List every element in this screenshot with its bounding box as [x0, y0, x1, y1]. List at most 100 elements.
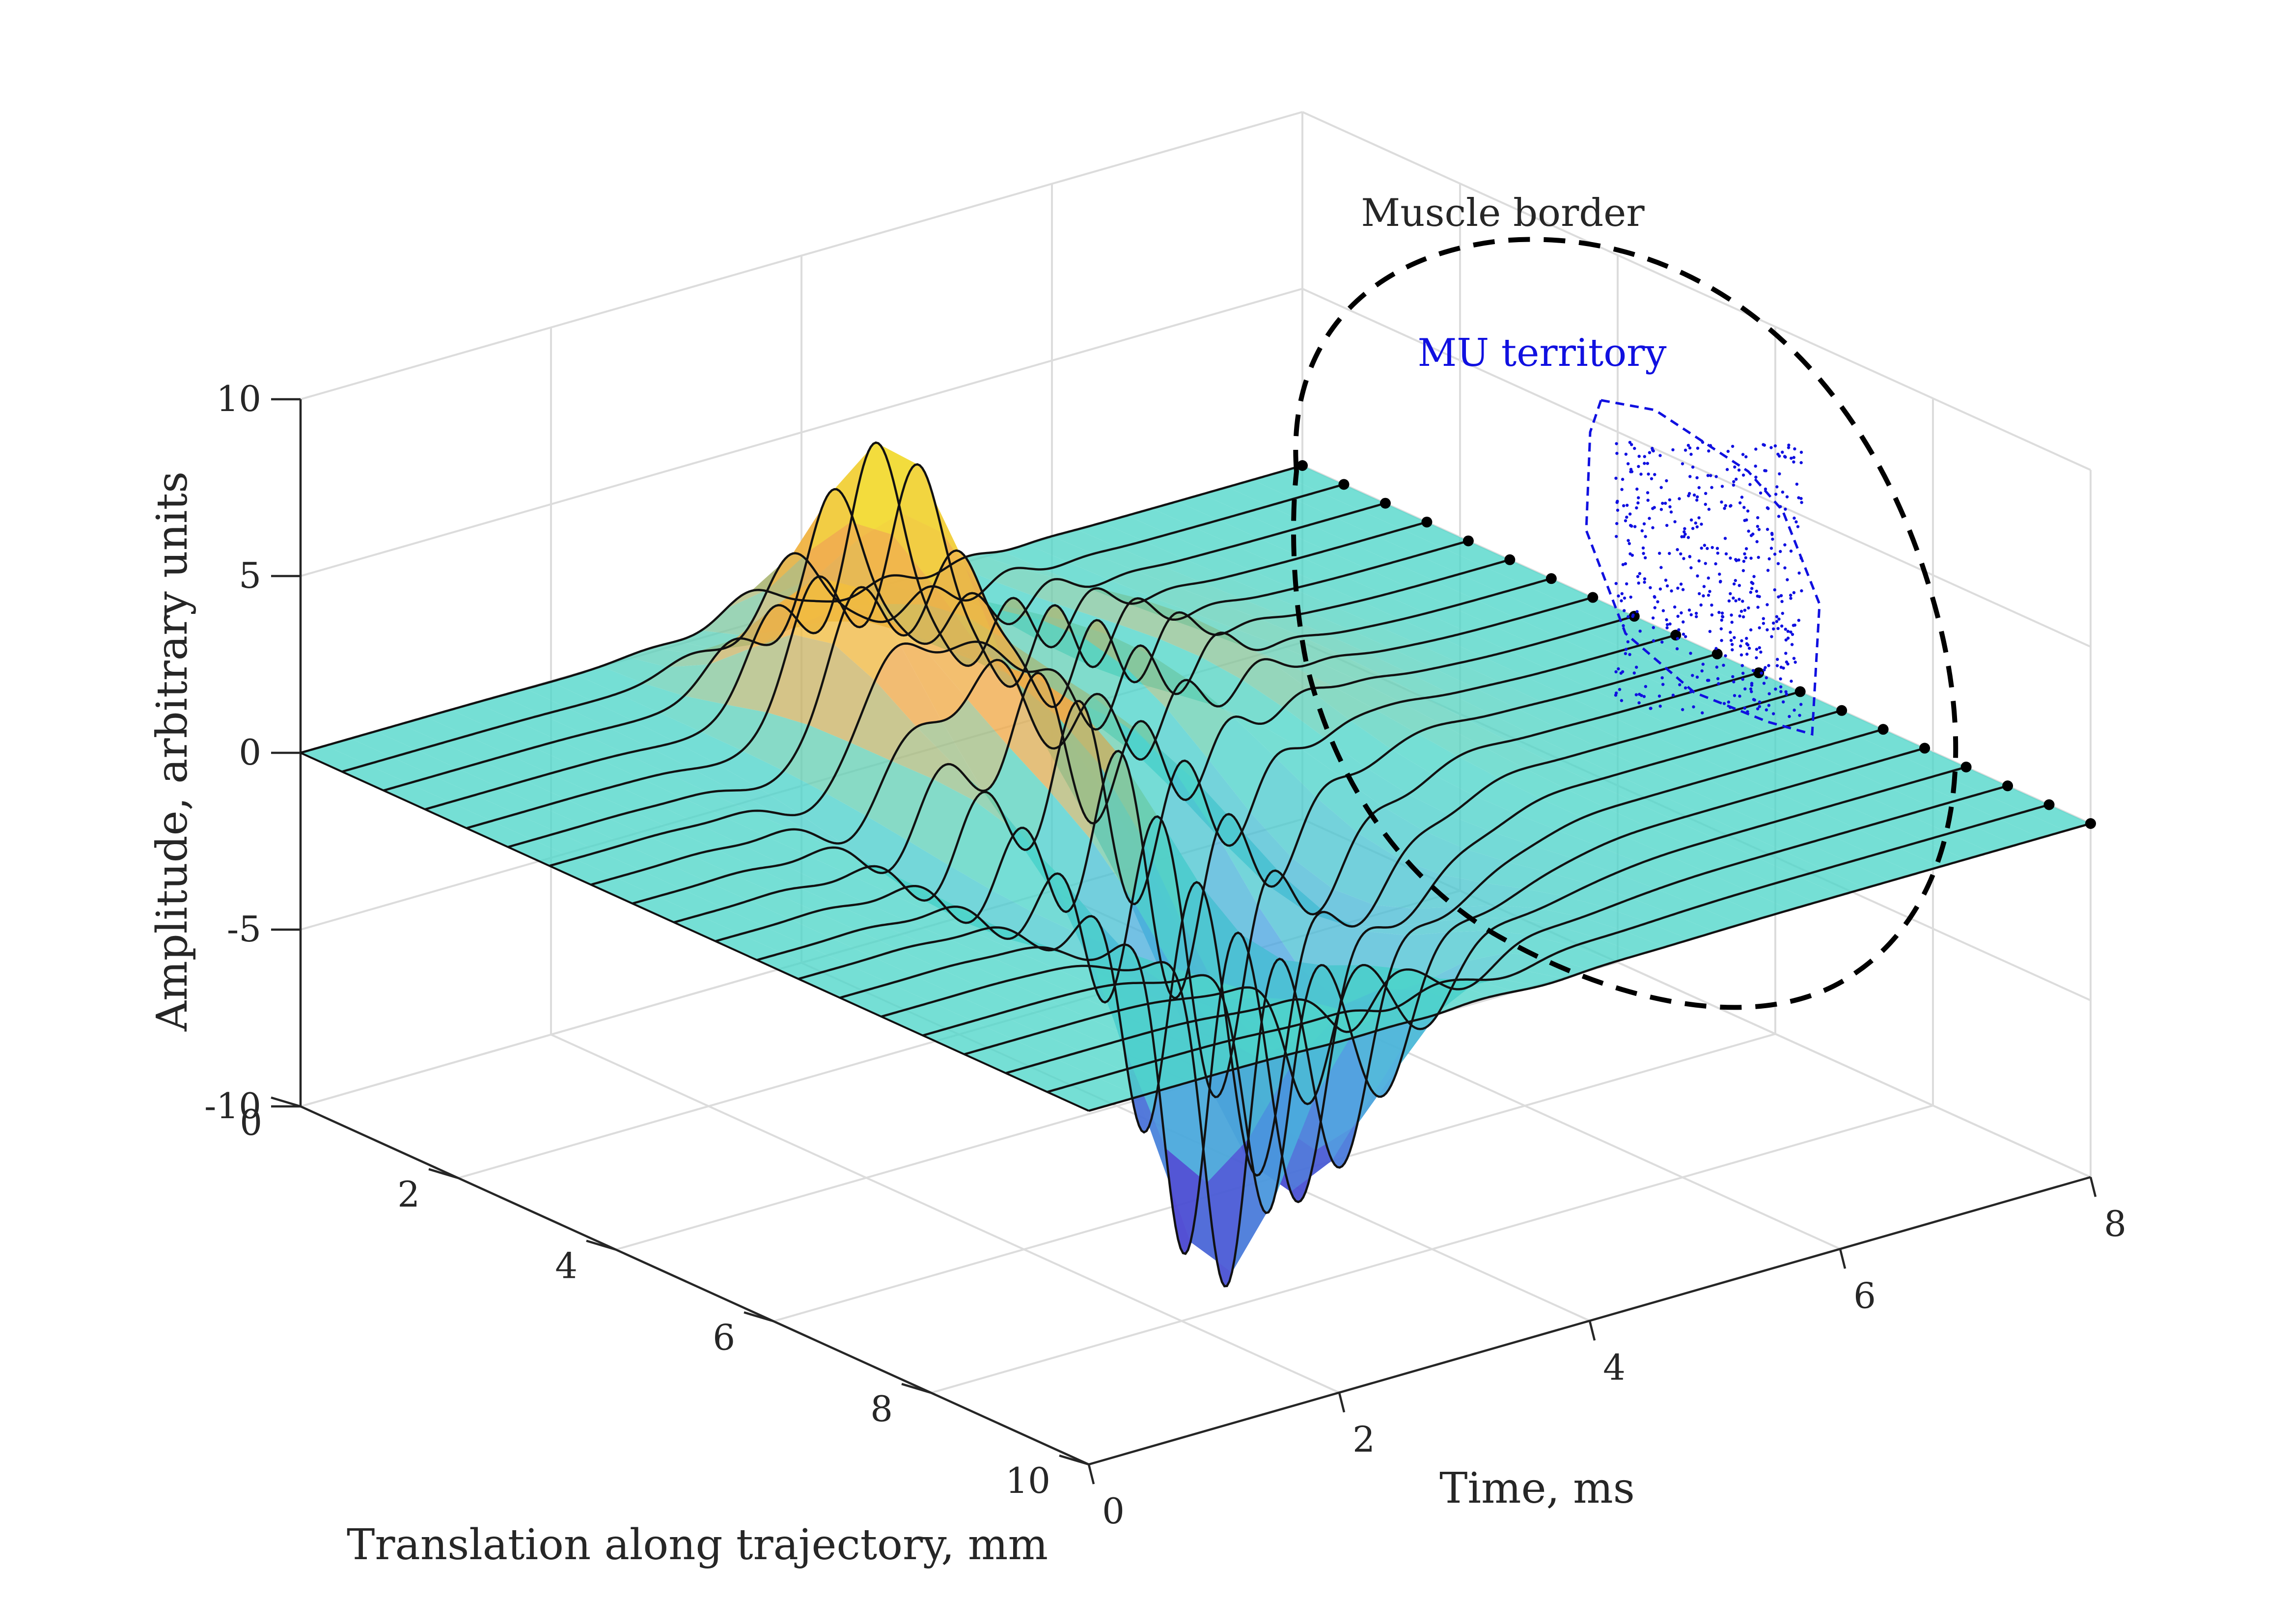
surface-patch [1443, 541, 1510, 567]
mu-fiber-dot [1779, 550, 1782, 553]
mu-fiber-dot [1637, 581, 1640, 585]
mu-fiber-dot [1793, 623, 1796, 627]
mu-fiber-dot [1615, 452, 1619, 455]
mu-fiber-dot [1729, 504, 1733, 507]
surface-patch [1501, 585, 1568, 612]
surface-patch [1109, 570, 1177, 597]
surface-patch [1650, 727, 1717, 754]
surface-patch [1582, 908, 1649, 931]
surface-patch [1043, 562, 1110, 587]
mu-fiber-dot [1779, 677, 1782, 681]
mu-fiber-dot [1755, 648, 1759, 651]
mu-fiber-dot [1798, 714, 1801, 717]
mu-fiber-dot [1694, 611, 1698, 615]
mu-fiber-dot [1688, 555, 1692, 558]
surface-patch [916, 721, 983, 791]
surface-patch [933, 764, 1000, 808]
mu-fiber-dot [1788, 715, 1791, 718]
mu-fiber-dot [1740, 495, 1744, 499]
mu-fiber-dot [1637, 496, 1640, 499]
mu-fiber-dot [1620, 592, 1624, 596]
surface-patch [1641, 760, 1708, 787]
mu-fiber-dot [1724, 654, 1727, 658]
surface-patch [1682, 872, 1749, 899]
mu-fiber-dot [1617, 667, 1620, 671]
mu-fiber-dot [1744, 547, 1748, 551]
mu-fiber-dot [1625, 516, 1628, 519]
surface-patch [1632, 794, 1700, 820]
surface-patch [642, 664, 709, 696]
mu-fiber-dot [1695, 476, 1699, 479]
mu-fiber-dot [1758, 595, 1761, 599]
surface-patch [683, 792, 750, 818]
x-tick-label: 4 [1603, 1347, 1626, 1388]
mu-fiber-dot [1687, 608, 1691, 612]
surface-patch [849, 866, 916, 894]
surface-patch [1817, 710, 1883, 737]
surface-patch [1816, 803, 1883, 829]
surface-patch [1139, 1001, 1207, 1024]
surface-patch [1291, 798, 1358, 889]
surface-patch [1574, 846, 1641, 874]
side-wall-grid-z [1302, 288, 2091, 648]
surface-patch [907, 913, 974, 939]
mu-fiber-dot [1732, 680, 1736, 684]
surface-patch [1466, 715, 1534, 742]
mu-fiber-dot [1735, 477, 1738, 481]
mu-fiber-dot [1775, 615, 1779, 618]
surface-patch [1999, 812, 2066, 838]
mu-fiber-dot [1741, 671, 1745, 675]
surface-patch [1882, 814, 1949, 841]
surface-patch [1508, 735, 1575, 762]
surface-patch [1252, 472, 1319, 499]
surface-patch [1014, 1033, 1081, 1059]
mu-fiber-dot [1792, 657, 1796, 660]
surface-patch [1732, 857, 1799, 884]
surface-patch [1185, 552, 1252, 578]
trace-line [341, 483, 1345, 773]
surface-patch [1657, 786, 1725, 813]
surface-patch [1691, 746, 1758, 772]
surface-patch [1565, 884, 1632, 908]
surface-patch [1159, 559, 1227, 582]
y-tick-label: 8 [870, 1388, 893, 1430]
surface-patch [883, 614, 950, 653]
mu-fiber-dot [1754, 475, 1758, 479]
surface-patch [1733, 765, 1800, 792]
surface-patch [1600, 649, 1667, 676]
mu-fiber-dot [1775, 664, 1779, 667]
surface-patch [1699, 805, 1766, 832]
surface-patch [790, 911, 857, 938]
surface-patch [1665, 846, 1733, 873]
surface-patch [1891, 781, 1958, 808]
mu-fiber-dot [1614, 476, 1618, 480]
trace-end-marker [1960, 761, 1972, 772]
surface-patch [1200, 633, 1268, 680]
mu-fiber-dot [1643, 577, 1647, 580]
surface-patch [467, 728, 534, 755]
mu-fiber-dot [1664, 501, 1667, 505]
surface-patch [1709, 680, 1775, 706]
surface-patch [1031, 1059, 1098, 1085]
surface-patch [1318, 576, 1385, 601]
mu-fiber-dot [1750, 690, 1753, 693]
surface-patch [1226, 571, 1293, 595]
mu-fiber-dot [1692, 493, 1696, 497]
surface-patch [1608, 708, 1675, 735]
surface-patch [964, 1047, 1031, 1073]
surface-patch [1081, 965, 1149, 984]
mu-fiber-dot [1733, 694, 1737, 697]
mu-fiber-dot [1708, 630, 1712, 633]
surface-patch [1524, 762, 1592, 789]
surface-patch [1376, 619, 1443, 644]
surface-patch [940, 962, 1007, 988]
surface-patch [1294, 491, 1360, 518]
surface-patch [1574, 748, 1642, 775]
mu-fiber-dot [1704, 492, 1708, 495]
mu-fiber-dot [1745, 652, 1749, 656]
mu-fiber-dot [1799, 556, 1803, 560]
mu-fiber-dot [1795, 482, 1799, 486]
surface-patch [1782, 843, 1849, 870]
surface-patch [1682, 779, 1750, 806]
surface-patch [1649, 820, 1716, 847]
